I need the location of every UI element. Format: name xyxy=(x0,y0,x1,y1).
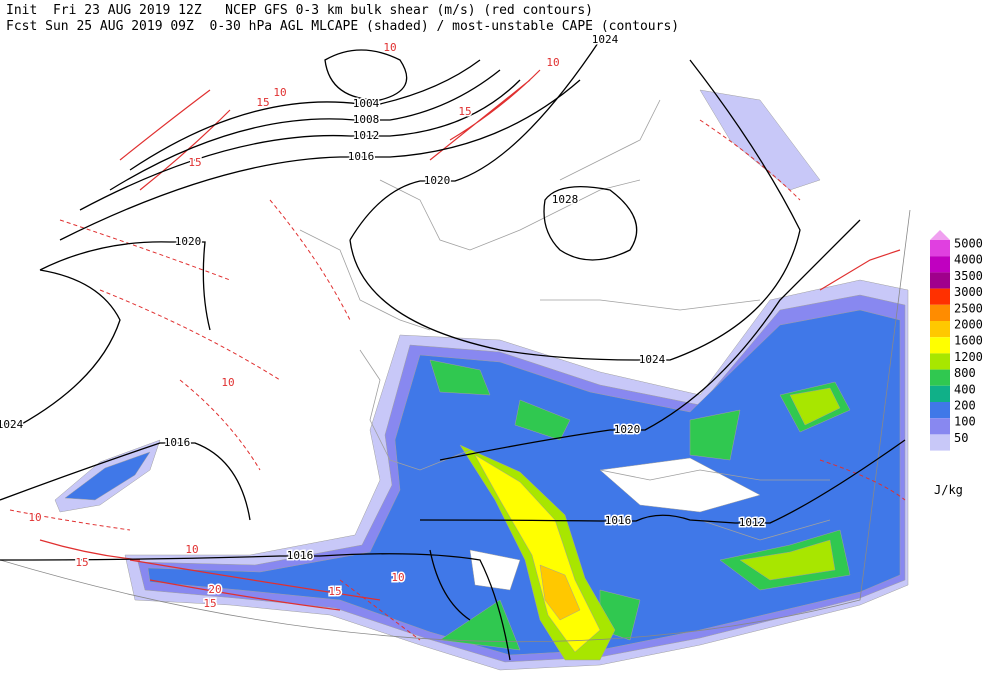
isobar-label: 1016 xyxy=(164,436,191,449)
legend-swatch xyxy=(930,337,950,354)
isobar-label: 1020 xyxy=(614,423,641,436)
isobar xyxy=(39,39,601,331)
legend-label: 3500 xyxy=(954,269,983,283)
isobar xyxy=(129,59,481,171)
isobars xyxy=(0,39,906,661)
coastline xyxy=(299,99,831,541)
legend-swatch xyxy=(930,369,950,386)
legend-swatch xyxy=(930,240,950,257)
shear-label: 10 xyxy=(383,41,396,54)
legend-swatch xyxy=(930,256,950,273)
shear-label: 10 xyxy=(546,56,559,69)
legend-label: 200 xyxy=(954,399,976,413)
isobar-label: 1008 xyxy=(353,113,380,126)
legend-label: 800 xyxy=(954,366,976,380)
cape-area xyxy=(539,564,581,621)
isobar-label: 1004 xyxy=(353,97,380,110)
shear-contours xyxy=(9,69,906,641)
legend-swatch xyxy=(930,385,950,402)
shear-label: 15 xyxy=(256,96,269,109)
cape-shading xyxy=(54,89,909,671)
legend-label: 1200 xyxy=(954,350,983,364)
isobar-label: 1024 xyxy=(592,33,619,46)
cape-area xyxy=(64,451,151,501)
isobar-label: 1020 xyxy=(175,235,202,248)
legend-label: 3000 xyxy=(954,285,983,299)
shear-label: 15 xyxy=(75,556,88,569)
isobar-label: 1020 xyxy=(424,174,451,187)
isobar-label: 1016 xyxy=(605,514,632,527)
legend-label: 2000 xyxy=(954,318,983,332)
isobar xyxy=(0,59,801,426)
legend-label: 2500 xyxy=(954,301,983,315)
shear-label: 20 xyxy=(208,583,221,596)
isobar xyxy=(543,186,638,261)
isobar xyxy=(0,549,511,661)
header-line: Fcst Sun 25 AUG 2019 09Z 0-30 hPa AGL ML… xyxy=(6,19,679,34)
legend-swatch xyxy=(930,272,950,289)
legend-label: 4000 xyxy=(954,253,983,267)
isobar-label: 1024 xyxy=(639,353,666,366)
legend: 5000 4000 3500 3000 2500 2000 1600 1200 800 400 20… xyxy=(930,230,983,497)
isobar xyxy=(439,219,861,461)
isobar-label: 1016 xyxy=(287,549,314,562)
legend-swatch xyxy=(930,402,950,419)
shear-label: 10 xyxy=(273,86,286,99)
coastlines xyxy=(0,99,911,642)
legend-unit: J/kg xyxy=(934,483,963,497)
legend-label: 1600 xyxy=(954,334,983,348)
isobar-label: 1016 xyxy=(348,150,375,163)
legend-swatch xyxy=(930,418,950,435)
shear-label: 10 xyxy=(185,543,198,556)
shear-label: 10 xyxy=(221,376,234,389)
legend-arrow xyxy=(930,230,950,240)
shear-contour xyxy=(9,119,906,641)
legend-swatch xyxy=(930,353,950,370)
isobar xyxy=(59,79,581,241)
legend-label: 100 xyxy=(954,415,976,429)
legend-swatch xyxy=(930,434,950,451)
shear-label: 10 xyxy=(391,571,404,584)
shear-label: 15 xyxy=(458,105,471,118)
isobar-label: 1028 xyxy=(552,193,579,206)
legend-label: 5000 xyxy=(954,237,983,251)
legend-swatch xyxy=(930,288,950,305)
isobar xyxy=(79,79,521,211)
isobar-label: 1024 xyxy=(0,418,24,431)
isobar xyxy=(109,69,501,191)
domain-edge xyxy=(0,209,911,642)
isobar xyxy=(324,49,408,101)
cape-area xyxy=(469,457,761,591)
legend-label: 400 xyxy=(954,382,976,396)
header-line: Init Fri 23 AUG 2019 12Z NCEP GFS 0-3 km… xyxy=(6,3,593,18)
isobar-label: 1012 xyxy=(353,129,380,142)
contour-labels: 1024 1004 1008 1012 1016 1020 1028 1020 … xyxy=(0,32,767,612)
shear-label: 15 xyxy=(188,156,201,169)
isobar xyxy=(0,439,906,524)
legend-swatch xyxy=(930,304,950,321)
shear-label: 10 xyxy=(28,511,41,524)
shear-label: 15 xyxy=(203,597,216,610)
isobar-label: 1012 xyxy=(739,516,766,529)
shear-label: 15 xyxy=(328,585,341,598)
legend-label: 50 xyxy=(954,431,968,445)
legend-swatch xyxy=(930,321,950,338)
cape-area xyxy=(429,359,851,651)
